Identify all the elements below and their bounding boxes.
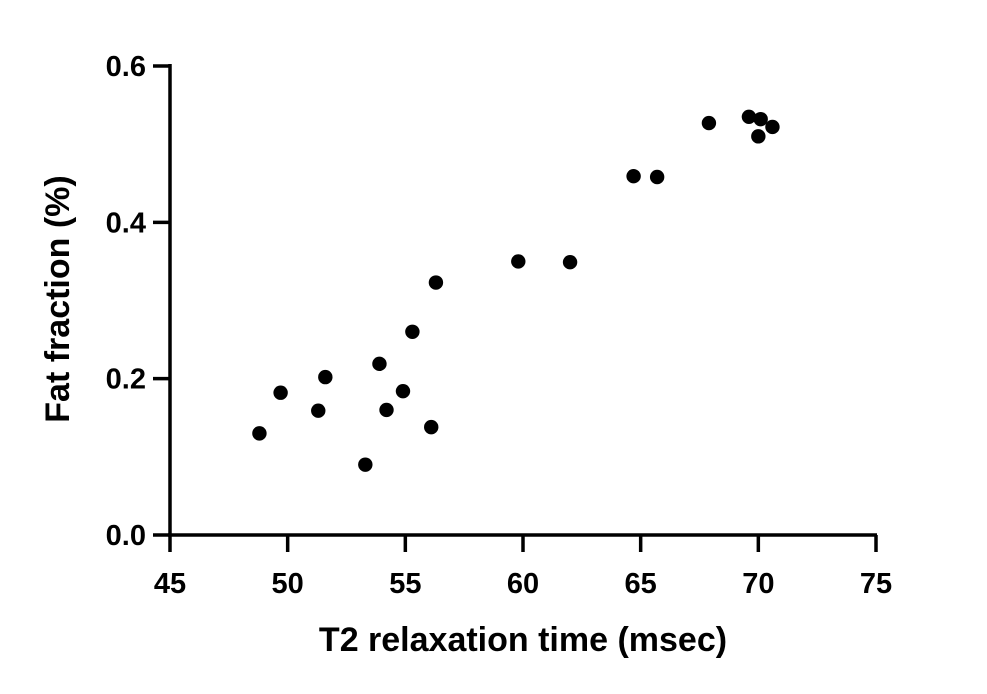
y-tick-label: 0.6 xyxy=(106,51,146,83)
y-axis-title: Fat fraction (%) xyxy=(39,175,77,422)
data-point xyxy=(751,129,766,144)
data-point xyxy=(311,403,326,418)
x-tick-label: 65 xyxy=(625,568,657,600)
data-point xyxy=(626,169,641,184)
data-point xyxy=(741,109,757,125)
y-axis-ticks: 0.0 0.2 0.4 0.6 xyxy=(106,51,170,552)
data-point xyxy=(318,369,333,385)
data-point xyxy=(252,426,267,441)
data-point xyxy=(372,356,387,372)
data-point xyxy=(379,402,394,418)
plot-area xyxy=(252,109,780,472)
data-point xyxy=(358,457,373,472)
data-point xyxy=(562,254,578,270)
data-point xyxy=(511,254,526,269)
data-point xyxy=(428,275,444,290)
data-point xyxy=(395,383,411,399)
x-tick-label: 60 xyxy=(507,568,539,600)
x-axis-ticks: 45 50 55 60 65 70 75 xyxy=(154,535,892,600)
x-tick-label: 70 xyxy=(742,568,774,600)
y-tick-label: 0.2 xyxy=(106,364,146,396)
data-point xyxy=(649,169,665,185)
x-tick-label: 45 xyxy=(154,568,186,600)
x-axis-title: T2 relaxation time (msec) xyxy=(319,621,727,659)
x-tick-label: 50 xyxy=(272,568,304,600)
data-point xyxy=(405,324,420,339)
data-point xyxy=(701,115,717,131)
data-point xyxy=(424,419,439,435)
x-tick-label: 55 xyxy=(389,568,421,600)
data-point xyxy=(765,119,780,135)
y-tick-label: 0.0 xyxy=(106,520,146,552)
y-tick-label: 0.4 xyxy=(106,207,146,239)
data-point xyxy=(753,111,768,127)
data-point xyxy=(273,385,288,400)
x-tick-label: 75 xyxy=(860,568,892,600)
